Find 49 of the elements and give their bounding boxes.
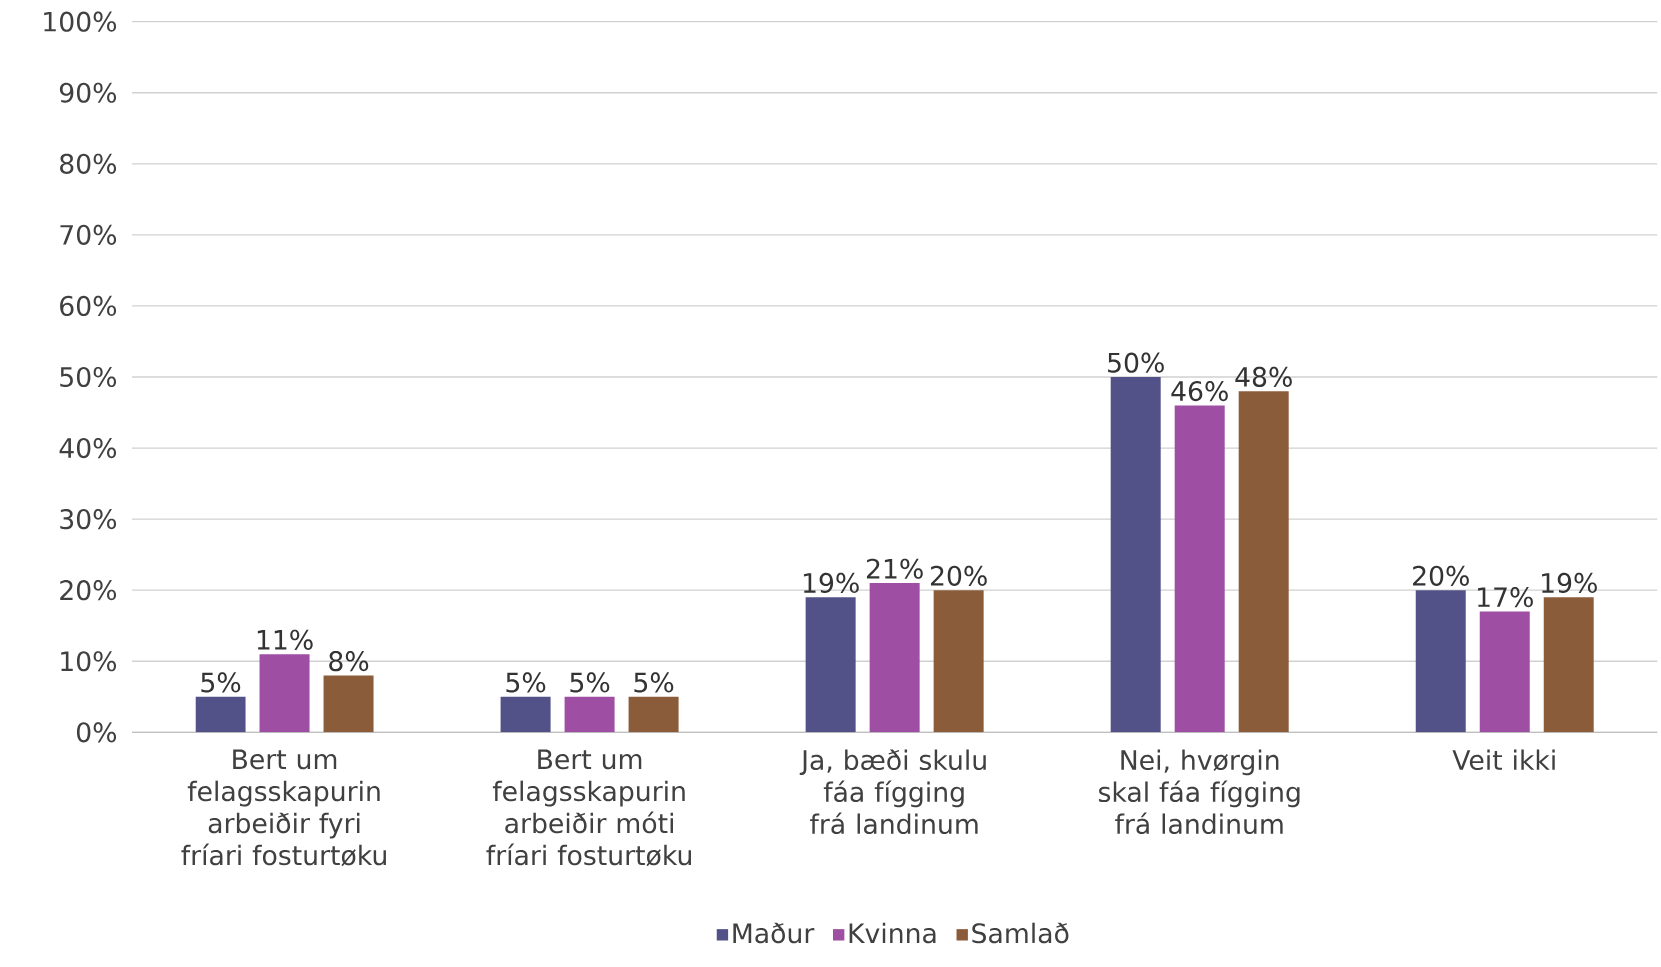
data-label: 48% — [1235, 366, 1292, 387]
y-tick-label: 50% — [60, 366, 117, 388]
y-tick-label: 80% — [60, 153, 117, 174]
x-tick-label: Bert um felagsskapurin arbeiðir fyri fríari fosturtøku — [181, 749, 386, 867]
y-tick-label: 90% — [59, 82, 117, 103]
data-label: 46% — [1171, 380, 1228, 402]
bar — [195, 696, 246, 733]
data-label: 11% — [257, 629, 313, 650]
y-tick-label: 0% — [76, 722, 117, 743]
bar — [628, 696, 679, 733]
bar — [1238, 391, 1289, 733]
y-tick-label: 60% — [60, 295, 117, 317]
x-tick-label: Ja, bæði skulu fáa fígging frá landinum — [799, 749, 986, 835]
bar — [323, 675, 374, 733]
data-label: 8% — [329, 651, 369, 672]
data-label: 19% — [1542, 572, 1597, 594]
data-label: 19% — [803, 572, 859, 594]
bar — [500, 696, 551, 733]
y-tick-label: 70% — [60, 224, 117, 245]
x-tick-label: Veit ikki — [1452, 749, 1555, 771]
bar — [933, 590, 984, 733]
data-label: 17% — [1478, 587, 1533, 608]
data-label: 20% — [1413, 565, 1469, 586]
bar — [259, 654, 310, 733]
data-label: 5% — [570, 672, 610, 693]
bar — [1174, 405, 1225, 733]
legend-label: Samlað — [972, 922, 1069, 944]
data-label: 21% — [866, 558, 923, 579]
bar — [869, 583, 920, 733]
bar — [1415, 590, 1466, 733]
y-tick-label: 100% — [44, 11, 117, 32]
y-tick-label: 10% — [61, 651, 117, 672]
data-label: 20% — [930, 565, 987, 586]
data-label: 5% — [506, 672, 546, 693]
legend-label: Maður — [733, 922, 815, 944]
bar — [564, 696, 615, 733]
x-tick-label: Bert um felagsskapurin arbeiðir móti fríari fosturtøku — [486, 749, 691, 867]
bar — [805, 597, 856, 733]
legend-label: Kvinna — [849, 922, 936, 944]
data-label: 5% — [201, 672, 241, 693]
bar — [1543, 597, 1594, 733]
bar — [1110, 376, 1161, 733]
x-tick-label: Nei, hvørgin skal fáa fígging frá landinum — [1098, 749, 1300, 835]
y-tick-label: 30% — [60, 509, 117, 530]
data-label: 5% — [634, 672, 674, 693]
y-tick-label: 20% — [60, 580, 117, 601]
data-label: 50% — [1108, 352, 1164, 373]
y-tick-label: 40% — [59, 437, 117, 459]
bar — [1479, 611, 1530, 733]
